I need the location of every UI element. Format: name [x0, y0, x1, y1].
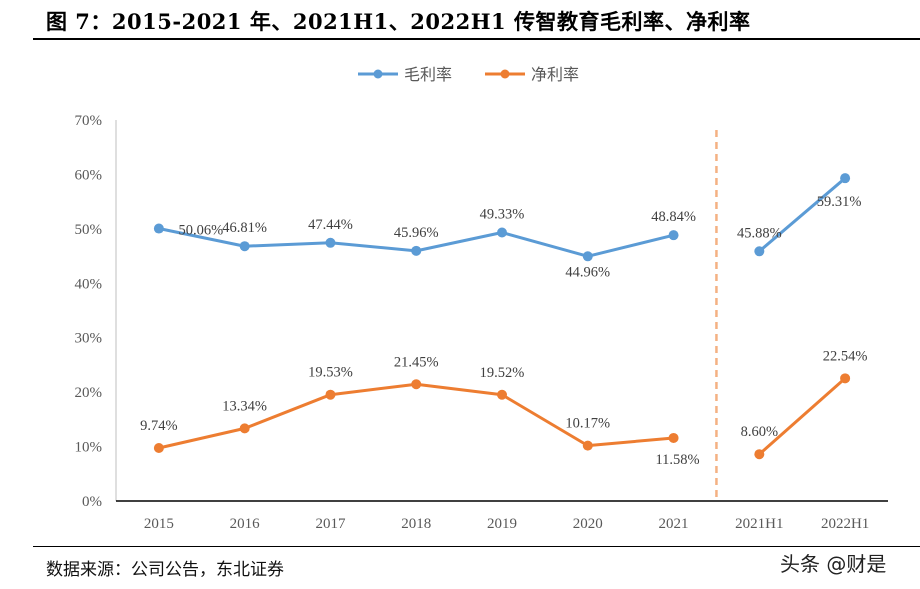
data-label: 45.96%	[394, 225, 439, 241]
data-label: 45.88%	[737, 225, 782, 241]
source-divider	[33, 546, 920, 547]
x-tick-label: 2022H1	[821, 516, 869, 532]
data-point	[239, 241, 250, 252]
data-label: 47.44%	[308, 217, 353, 233]
x-tick-label: 2017	[315, 516, 346, 532]
data-label: 9.74%	[140, 418, 177, 434]
title-divider	[33, 38, 920, 40]
figure-title: 图 7：2015-2021 年、2021H1、2022H1 传智教育毛利率、净利…	[46, 9, 751, 34]
series-line-毛利率	[758, 177, 847, 253]
data-label: 49.33%	[480, 207, 525, 223]
y-tick-label: 0%	[82, 494, 102, 510]
y-tick-label: 70%	[75, 113, 103, 129]
data-label: 8.60%	[741, 424, 778, 440]
data-point	[325, 237, 336, 248]
legend-label: 净利率	[531, 65, 579, 84]
data-point	[411, 245, 422, 256]
x-tick-label: 2019	[487, 516, 517, 532]
data-label: 19.52%	[480, 365, 525, 381]
source-note: 数据来源：公司公告，东北证券	[46, 560, 284, 580]
y-tick-label: 50%	[75, 222, 103, 238]
data-point	[153, 223, 164, 234]
y-tick-label: 10%	[75, 440, 103, 456]
data-point	[411, 379, 422, 390]
watermark: 头条 @财是	[780, 552, 887, 576]
data-point	[153, 442, 164, 453]
data-label: 10.17%	[565, 416, 610, 432]
y-tick-label: 60%	[75, 167, 103, 183]
x-tick-label: 2016	[230, 516, 261, 532]
legend-marker-净利率	[500, 69, 510, 79]
data-label: 22.54%	[823, 348, 868, 364]
data-point	[754, 246, 765, 257]
legend-label: 毛利率	[404, 65, 452, 84]
data-point	[582, 251, 593, 262]
data-point	[840, 173, 851, 184]
data-point	[239, 423, 250, 434]
data-point	[840, 373, 851, 384]
x-tick-label: 2021H1	[735, 516, 783, 532]
data-label: 11.58%	[655, 452, 699, 468]
data-label: 19.53%	[308, 365, 353, 381]
series-line-净利率	[758, 377, 847, 456]
data-label: 50.06%	[179, 223, 224, 239]
data-label: 21.45%	[394, 354, 439, 370]
data-point	[668, 432, 679, 443]
x-tick-label: 2020	[573, 516, 603, 532]
data-point	[668, 230, 679, 241]
data-point	[325, 389, 336, 400]
legend-marker-毛利率	[373, 69, 383, 79]
data-point	[754, 449, 765, 460]
data-label: 46.81%	[222, 220, 267, 236]
x-tick-label: 2015	[144, 516, 174, 532]
y-tick-label: 20%	[75, 385, 103, 401]
data-point	[497, 389, 507, 400]
y-tick-label: 40%	[75, 276, 103, 292]
data-point	[582, 440, 593, 451]
data-label: 13.34%	[222, 398, 267, 414]
x-tick-label: 2021	[659, 516, 689, 532]
data-point	[497, 227, 507, 238]
data-label: 59.31%	[817, 194, 862, 210]
y-tick-label: 30%	[75, 331, 103, 347]
data-label: 44.96%	[565, 264, 610, 280]
data-label: 48.84%	[651, 209, 696, 225]
x-tick-label: 2018	[401, 516, 431, 532]
